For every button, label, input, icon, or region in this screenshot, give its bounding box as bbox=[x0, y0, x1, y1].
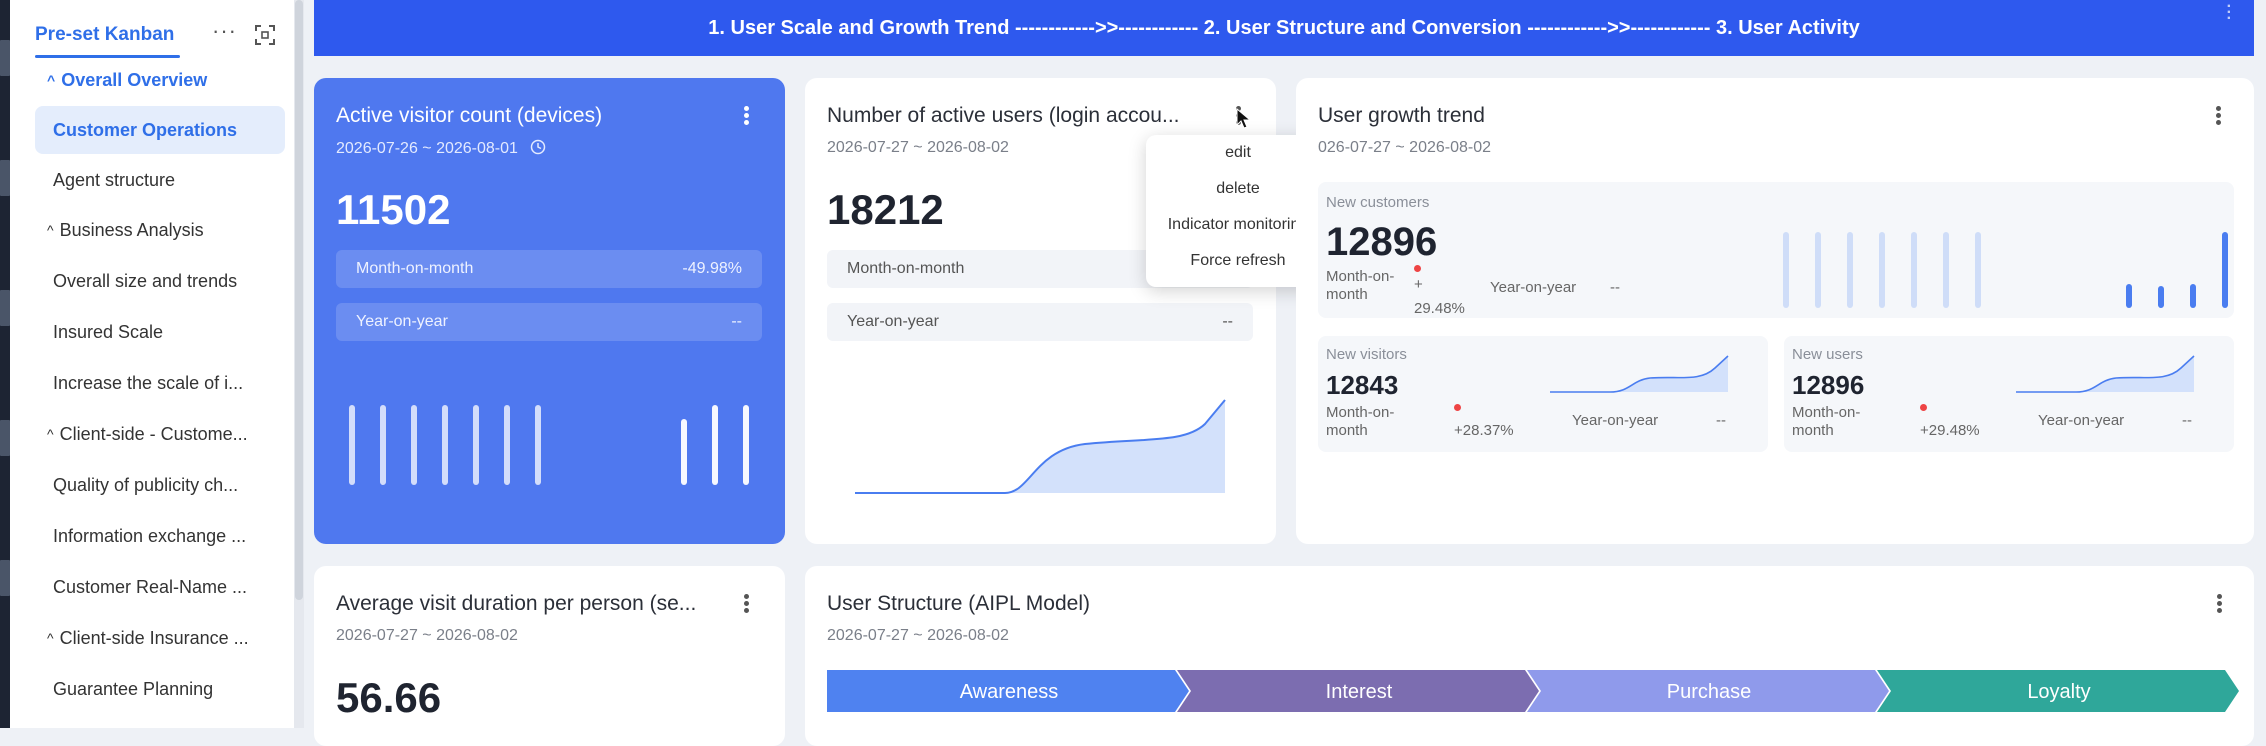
new-customers-panel: New customers 12896 Month-on-month + 29.… bbox=[1318, 182, 2234, 318]
funnel-stage-label: Interest bbox=[1326, 681, 1393, 703]
sidebar-item-label: Agent structure bbox=[53, 169, 176, 190]
window-edge-strip bbox=[0, 0, 10, 728]
active-visitor-value: 11502 bbox=[336, 186, 451, 233]
sidebar-item-label: Guarantee Planning bbox=[53, 678, 214, 699]
tab-preset-kanban[interactable]: Pre-set Kanban bbox=[35, 24, 175, 45]
mom-row: Month-on-month -49.98% bbox=[336, 250, 762, 288]
yoy-row: Year-on-year -- bbox=[336, 303, 762, 341]
funnel-stage-loyalty[interactable]: Loyalty bbox=[1877, 670, 2241, 712]
expand-icon[interactable] bbox=[254, 24, 276, 46]
user-growth-card: User growth trend 026-07-27 ~ 2026-08-02… bbox=[1296, 78, 2254, 544]
chevron-up-icon: ^ bbox=[47, 222, 54, 238]
sidebar-item[interactable]: Overall size and trends bbox=[35, 257, 285, 305]
card-date: 026-07-27 ~ 2026-08-02 bbox=[1318, 139, 1492, 156]
mouse-cursor-icon bbox=[1236, 108, 1252, 129]
card-title: Average visit duration per person (se... bbox=[336, 592, 697, 615]
sidebar-group[interactable]: ^ Overall Overview bbox=[35, 56, 285, 104]
sidebar-item-label: Overall Overview bbox=[61, 69, 208, 90]
menu-item-delete[interactable]: delete bbox=[1216, 180, 1260, 197]
funnel-stage-awareness[interactable]: Awareness bbox=[827, 670, 1191, 712]
card-title: User growth trend bbox=[1318, 104, 1485, 127]
menu-item-force-refresh[interactable]: Force refresh bbox=[1190, 252, 1286, 269]
card-menu-icon[interactable] bbox=[736, 104, 756, 128]
sidebar-item-label: Overall size and trends bbox=[53, 270, 238, 291]
sidebar-item[interactable]: Guarantee Planning bbox=[35, 665, 285, 713]
chevron-up-icon: ^ bbox=[47, 72, 56, 88]
card-menu-icon[interactable] bbox=[2209, 592, 2229, 616]
yoy-row: Year-on-year -- bbox=[827, 303, 1253, 341]
sidebar: Pre-set Kanban ··· ^ Overall Overview Cust… bbox=[10, 0, 304, 728]
new-users-sparkline bbox=[2016, 355, 2195, 393]
sidebar-item[interactable]: Insured Scale bbox=[35, 308, 285, 356]
menu-item-edit[interactable]: edit bbox=[1225, 144, 1251, 161]
sidebar-group[interactable]: ^ Client-side Insurance ... bbox=[35, 614, 285, 662]
active-visitor-card: Active visitor count (devices) 2026-07-2… bbox=[314, 78, 785, 544]
card-title: User Structure (AIPL Model) bbox=[827, 592, 1090, 615]
card-date: 2026-07-27 ~ 2026-08-02 bbox=[336, 627, 518, 644]
clock-icon bbox=[531, 139, 546, 155]
red-dot bbox=[1454, 404, 1461, 411]
sidebar-group[interactable]: ^ Client-side - Custome... bbox=[35, 410, 285, 458]
card-date: 2026-07-26 ~ 2026-08-01 bbox=[336, 139, 546, 158]
menu-item-indicator-monitoring[interactable]: Indicator monitoring bbox=[1167, 216, 1309, 233]
funnel-stage-interest[interactable]: Interest bbox=[1177, 670, 1541, 712]
funnel-stage-label: Purchase bbox=[1667, 681, 1752, 703]
more-icon[interactable]: ··· bbox=[212, 18, 237, 43]
sidebar-item-label: Increase the scale of i... bbox=[53, 372, 244, 393]
avg-visit-duration-card: Average visit duration per person (se...… bbox=[314, 566, 785, 746]
funnel-stage-label: Awareness bbox=[960, 681, 1059, 703]
tab-underline bbox=[35, 55, 180, 58]
sidebar-item[interactable]: Agent structure bbox=[35, 156, 285, 204]
avg-visit-duration-value: 56.66 bbox=[336, 674, 442, 721]
active-users-value: 18212 bbox=[827, 186, 944, 233]
sidebar-item-label: Customer Real-Name ... bbox=[53, 576, 248, 597]
chevron-up-icon: ^ bbox=[47, 426, 54, 442]
chevron-up-icon: ^ bbox=[47, 630, 54, 646]
sidebar-item-label: Customer Operations bbox=[53, 119, 238, 140]
card-date: 2026-07-27 ~ 2026-08-02 bbox=[827, 627, 1009, 644]
banner-more-icon[interactable]: · · · bbox=[2226, 0, 2232, 27]
section-banner: 1. User Scale and Growth Trend ---------… bbox=[314, 0, 2254, 56]
sidebar-item-label: Business Analysis bbox=[59, 219, 204, 240]
sidebar-item[interactable]: Increase the scale of i... bbox=[35, 359, 285, 407]
red-dot bbox=[1414, 265, 1421, 272]
sidebar-item-label: Quality of publicity ch... bbox=[53, 474, 239, 495]
funnel-stage-label: Loyalty bbox=[2027, 681, 2090, 703]
red-dot bbox=[1920, 404, 1927, 411]
sidebar-item-label: Insured Scale bbox=[53, 321, 164, 342]
new-visitors-sparkline bbox=[1550, 355, 1729, 393]
user-structure-card: User Structure (AIPL Model) 2026-07-27 ~… bbox=[805, 566, 2254, 746]
sidebar-group[interactable]: ^ Business Analysis bbox=[35, 206, 285, 254]
new-visitors-panel: New visitors 12843 Month-on-month +28.37… bbox=[1318, 336, 1768, 452]
card-date: 2026-07-27 ~ 2026-08-02 bbox=[827, 139, 1009, 156]
sidebar-item[interactable]: Quality of publicity ch... bbox=[35, 461, 285, 509]
card-menu-icon[interactable] bbox=[2208, 104, 2228, 128]
sidebar-item-label: Client-side Insurance ... bbox=[59, 627, 249, 648]
banner-text: 1. User Scale and Growth Trend ---------… bbox=[708, 16, 1860, 39]
funnel-stage-purchase[interactable]: Purchase bbox=[1527, 670, 1891, 712]
sidebar-item[interactable]: Information exchange ... bbox=[35, 512, 285, 560]
sidebar-item[interactable]: Customer Real-Name ... bbox=[35, 563, 285, 611]
new-users-panel: New users 12896 Month-on-month +29.48% Y… bbox=[1784, 336, 2234, 452]
sidebar-item-label: Information exchange ... bbox=[53, 525, 247, 546]
card-title: Number of active users (login accou... bbox=[827, 104, 1180, 127]
sidebar-item[interactable]: Customer Operations bbox=[35, 106, 285, 154]
sidebar-header: Pre-set Kanban ··· bbox=[10, 0, 294, 70]
sidebar-scrollbar[interactable] bbox=[294, 0, 304, 728]
card-menu-icon[interactable] bbox=[736, 592, 756, 616]
sidebar-item-label: Client-side - Custome... bbox=[59, 423, 248, 444]
card-title: Active visitor count (devices) bbox=[336, 104, 603, 127]
area-chart bbox=[855, 399, 1226, 494]
